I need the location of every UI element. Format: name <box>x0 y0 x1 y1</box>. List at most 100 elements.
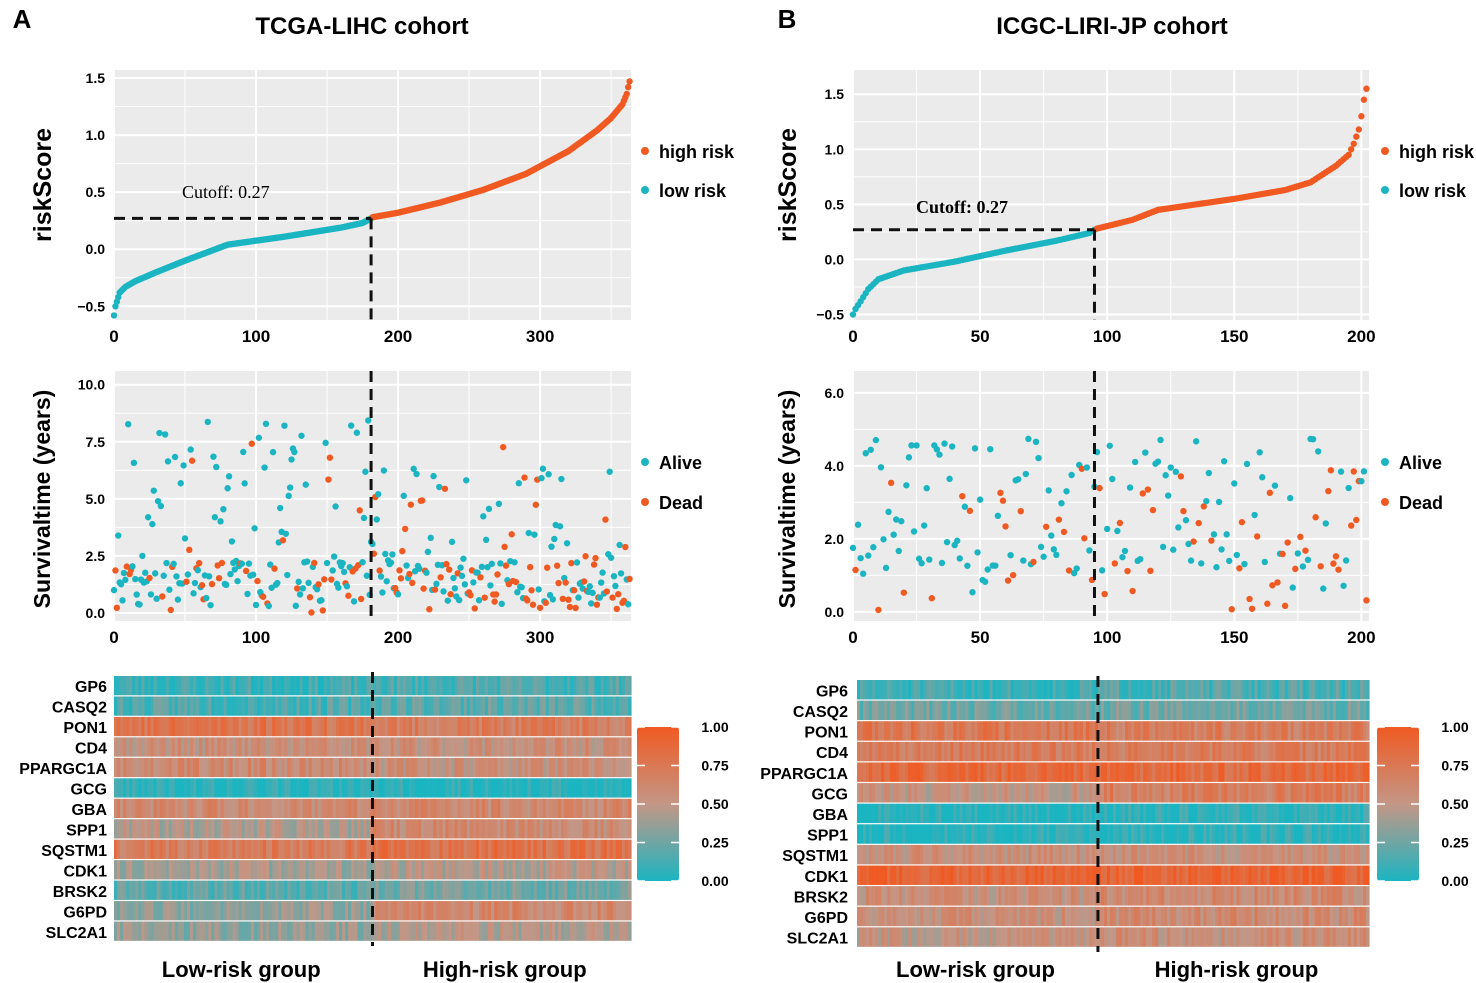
heatmap-cell <box>1356 700 1361 721</box>
heatmap-cell <box>126 696 130 716</box>
heatmap-cell <box>183 901 188 921</box>
survival-point-dead <box>1055 516 1063 523</box>
survival-points <box>849 435 1370 614</box>
heatmap-cell <box>561 880 565 900</box>
heatmap-cell <box>117 860 121 880</box>
heatmap-cell <box>497 798 501 819</box>
heatmap-cell <box>232 860 237 880</box>
heatmap-cell <box>914 803 918 824</box>
survival-point-alive <box>288 456 295 463</box>
heatmap-cell <box>433 839 437 859</box>
survival-point-dead <box>1208 537 1215 544</box>
heatmap-cell <box>579 737 583 757</box>
x-tick-label: 200 <box>1347 628 1375 647</box>
heatmap-cell <box>320 839 325 859</box>
heatmap-cell <box>193 880 197 900</box>
heatmap-cell <box>460 737 465 757</box>
survival-point-alive <box>149 520 156 528</box>
survival-point-dead <box>512 578 520 586</box>
heatmap-cell <box>1058 803 1063 824</box>
heatmap-cell <box>1097 824 1102 844</box>
heatmap-cell <box>144 676 149 696</box>
heatmap-cell <box>123 757 127 778</box>
heatmap-cell <box>1320 783 1325 803</box>
heatmap-cell <box>491 716 495 737</box>
survival-point-alive <box>373 516 380 523</box>
heatmap-cell <box>223 696 228 716</box>
heatmap-cell <box>174 737 179 757</box>
x-tick-label: 300 <box>526 327 554 346</box>
heatmap-cell <box>564 819 568 839</box>
heatmap-cell <box>878 783 882 803</box>
heatmap-cell <box>1275 783 1280 803</box>
heatmap-cell <box>1179 824 1183 844</box>
heatmap-cell <box>1179 680 1183 700</box>
heatmap-cell <box>905 700 909 721</box>
survival-point-alive <box>120 569 128 577</box>
heatmap-cell <box>545 676 550 696</box>
heatmap-cell <box>412 737 416 757</box>
heatmap-cell <box>165 839 170 859</box>
heatmap-cell <box>323 778 328 798</box>
heatmap-cell <box>558 716 562 737</box>
heatmap-cell <box>317 798 322 819</box>
heatmap-cell <box>1091 741 1096 762</box>
heatmap-cell <box>247 778 252 798</box>
heatmap-cell <box>439 839 444 859</box>
heatmap-cell <box>183 860 188 880</box>
survival-point-dead <box>1312 514 1319 521</box>
heatmap-cell <box>500 860 504 880</box>
heatmap-cell <box>135 839 139 859</box>
heatmap-cell <box>1320 762 1325 782</box>
survival-point-alive <box>976 496 984 503</box>
heatmap-cell <box>1137 783 1141 803</box>
heatmap-cell <box>430 901 434 921</box>
heatmap-cell <box>196 880 200 900</box>
heatmap-cell <box>250 757 255 778</box>
heatmap-cell <box>412 778 416 798</box>
heatmap-cell <box>202 860 206 880</box>
heatmap-cell <box>1335 783 1340 803</box>
heatmap-cell <box>436 778 441 798</box>
heatmap-cell <box>1055 783 1060 803</box>
survival-point-alive <box>539 465 547 472</box>
heatmap-cell <box>339 696 343 716</box>
survival-point-alive <box>882 564 890 572</box>
heatmap-cell <box>533 716 538 737</box>
heatmap-cell <box>875 762 879 782</box>
heatmap-cell <box>1073 824 1078 844</box>
heatmap-cell <box>475 757 480 778</box>
heatmap-cell <box>1055 700 1060 721</box>
heatmap-cell <box>168 860 173 880</box>
heatmap-cell <box>126 901 130 921</box>
heatmap-cell <box>390 880 395 900</box>
heatmap-cell <box>168 737 173 757</box>
heatmap-cell <box>618 860 623 880</box>
survival-point-alive <box>870 544 877 551</box>
survival-point-dead <box>1081 535 1088 542</box>
heatmap-cell <box>1070 824 1075 844</box>
heatmap-cell <box>393 737 398 757</box>
heatmap-cell <box>424 696 428 716</box>
heatmap-cell <box>329 757 334 778</box>
heatmap-cell <box>478 839 483 859</box>
heatmap-cell <box>548 819 553 839</box>
heatmap-cell <box>1359 721 1364 741</box>
heatmap-cell <box>564 737 568 757</box>
heatmap-cell <box>442 778 447 798</box>
heatmap-cell <box>1167 783 1171 803</box>
survival-point-dead <box>159 593 166 600</box>
survival-point-alive <box>156 429 163 437</box>
heatmap-cell <box>126 737 130 757</box>
heatmap-cell <box>415 778 419 798</box>
heatmap-cell <box>220 880 225 900</box>
heatmap-cell <box>986 762 991 782</box>
heatmap-cell <box>1067 721 1072 741</box>
heatmap-cell <box>615 798 620 819</box>
heatmap-cell <box>323 798 328 819</box>
heatmap-cell <box>588 880 593 900</box>
survival-point-dead <box>1327 467 1335 474</box>
heatmap-cell <box>1040 741 1045 762</box>
survival-point-dead <box>1228 606 1235 613</box>
heatmap-cell <box>199 676 203 696</box>
